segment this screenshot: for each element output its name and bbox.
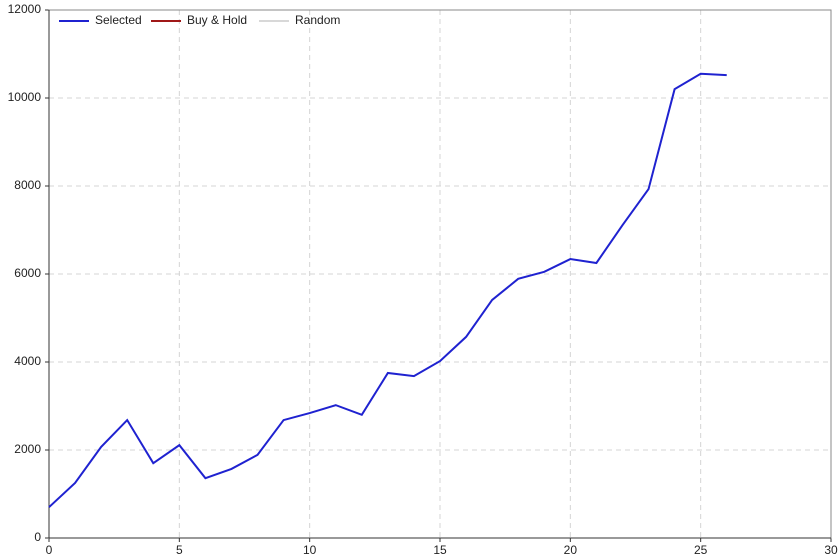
y-tick-label: 12000 (8, 2, 42, 16)
x-tick-label: 0 (46, 543, 53, 557)
y-tick-label: 6000 (14, 266, 41, 280)
x-tick-label: 20 (564, 543, 578, 557)
y-tick-label: 4000 (14, 354, 41, 368)
x-tick-label: 15 (433, 543, 447, 557)
legend-label: Selected (95, 13, 142, 27)
legend-label: Random (295, 13, 340, 27)
y-tick-label: 10000 (8, 90, 42, 104)
x-tick-label: 25 (694, 543, 708, 557)
series-line (48, 72, 727, 508)
x-tick-label: 5 (176, 543, 183, 557)
y-tick-label: 8000 (14, 178, 41, 192)
x-tick-label: 10 (303, 543, 317, 557)
legend-label: Buy & Hold (187, 13, 247, 27)
y-tick-label: 2000 (14, 442, 41, 456)
y-tick-label: 0 (34, 530, 41, 544)
x-tick-label: 30 (824, 543, 838, 557)
